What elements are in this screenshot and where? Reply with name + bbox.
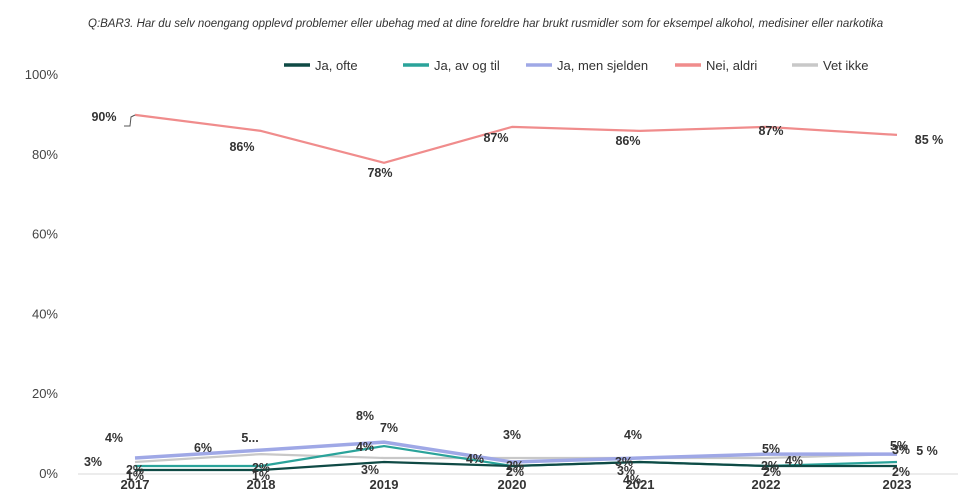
y-tick-label: 0%: [39, 466, 58, 481]
y-tick-label: 20%: [32, 386, 58, 401]
y-axis: 0% 20% 40% 60% 80% 100%: [25, 67, 59, 481]
data-label: 2%: [252, 461, 270, 475]
data-label: 90%: [91, 110, 116, 124]
x-tick-label: 2023: [883, 477, 912, 492]
legend-item: Vet ikke: [792, 58, 869, 73]
x-tick-label: 2019: [370, 477, 399, 492]
data-label: 85 %: [915, 133, 944, 147]
data-label: 3%: [84, 455, 102, 469]
data-label: 2%: [892, 465, 910, 479]
data-label: 3%: [361, 463, 379, 477]
data-label: 86%: [615, 134, 640, 148]
series-line: [135, 115, 897, 163]
legend-label: Ja, men sjelden: [557, 58, 648, 73]
series-lines: [124, 115, 897, 470]
y-tick-label: 40%: [32, 306, 58, 321]
legend-item: Ja, men sjelden: [526, 58, 648, 73]
legend-label: Ja, av og til: [434, 58, 500, 73]
data-label: 6%: [194, 441, 212, 455]
data-label: 4%: [785, 454, 803, 468]
data-label: 5%: [762, 442, 780, 456]
chart-title: Q:BAR3. Har du selv noengang opplevd pro…: [88, 18, 883, 30]
data-label: 4%: [623, 473, 641, 487]
data-label: 2%: [126, 463, 144, 477]
x-tick-label: 2022: [752, 477, 781, 492]
y-tick-label: 100%: [25, 67, 59, 82]
legend-label: Nei, aldri: [706, 58, 757, 73]
y-tick-label: 80%: [32, 147, 58, 162]
x-axis: 2017 2018 2019 2020 2021 2022 2023: [121, 477, 912, 492]
legend-label: Vet ikke: [823, 58, 869, 73]
label-leader: [124, 115, 135, 126]
data-label: 87%: [758, 124, 783, 138]
data-label: 2%: [761, 459, 779, 473]
data-label: 3%: [615, 455, 633, 469]
data-label: 4%: [624, 428, 642, 442]
data-label: 8%: [356, 409, 374, 423]
y-tick-label: 60%: [32, 227, 58, 242]
data-label: 5...: [241, 431, 258, 445]
data-label: 87%: [483, 131, 508, 145]
data-labels: 1% 1% 3% 2% 3% 2% 2%2% 2%7%2% 3% 2%3%4%6%8%3% 4%5%…: [84, 110, 943, 487]
data-label: 3%: [503, 428, 521, 442]
data-label: 5 %: [916, 444, 938, 458]
data-label: 86%: [229, 140, 254, 154]
data-label: 4%: [466, 452, 484, 466]
legend-item: Ja, av og til: [403, 58, 500, 73]
data-label: 4%: [105, 431, 123, 445]
data-label: 7%: [380, 421, 398, 435]
legend-item: Ja, ofte: [284, 58, 358, 73]
x-tick-label: 2020: [498, 477, 527, 492]
legend-label: Ja, ofte: [315, 58, 358, 73]
data-label: 2%: [506, 459, 524, 473]
legend-item: Nei, aldri: [675, 58, 757, 73]
data-label: 78%: [367, 166, 392, 180]
legend: Ja, ofte Ja, av og til Ja, men sjelden Nei,…: [284, 58, 869, 73]
data-label: 5%: [890, 439, 908, 453]
data-label: 4%: [356, 440, 374, 454]
